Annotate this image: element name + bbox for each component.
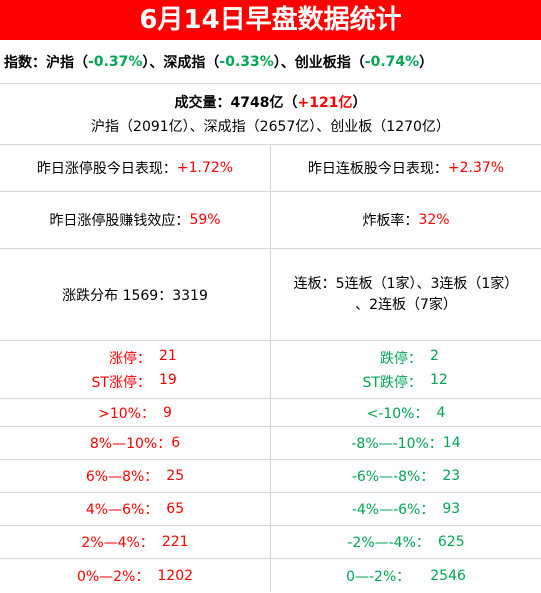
profit-row: 昨日涨停股赚钱效应： 59% 炸板率： 32% [0, 192, 541, 249]
volume-line: 成交量：4748亿（+121亿） [175, 92, 367, 112]
volume-cell: 成交量：4748亿（+121亿） 沪指（2091亿）、深成指（2657亿）、创业… [0, 84, 541, 144]
dist-up-label: 8%—10%： [89, 436, 172, 452]
break-rate-label: 炸板率： [362, 213, 419, 229]
limit-up-performance-value: +1.72% [176, 160, 234, 176]
index-prefix: 指数： [4, 54, 46, 71]
st-limit-up-value: 19 [159, 371, 177, 388]
rise-fall-distribution: 涨跌分布 1569：3319 [62, 287, 208, 304]
dist-up-label: 6%—8%： [85, 469, 159, 485]
distribution-row: 涨跌分布 1569：3319 连板：5连板（1家）、3连板（1家） 、2连板（7… [0, 249, 541, 341]
consecutive-performance-label: 昨日连板股今日表现： [307, 161, 448, 177]
dist-down-cell: <-10%： 4 [270, 399, 541, 426]
dist-up-value: 6 [171, 435, 181, 451]
st-limit-up-label: ST涨停： [91, 374, 151, 391]
profit-effect-value: 59% [189, 212, 221, 228]
dist-row: 4%—6%： 65 -4%—-6%： 93 [0, 493, 541, 526]
dist-down-value: 4 [436, 404, 446, 421]
limit-down-label: 跌停： [380, 350, 422, 367]
dist-up-value: 25 [166, 468, 185, 484]
consecutive-boards: 连板：5连板（1家）、3连板（1家） 、2连板（7家） [270, 249, 541, 340]
dist-down-cell: -8%—-10%： 14 [270, 427, 541, 459]
dist-up-cell: >10%： 9 [0, 399, 270, 426]
dist-down-value: 23 [442, 468, 461, 484]
dist-down-cell: 0—-2%： 2546 [270, 559, 541, 592]
dist-row: >10%： 9 <-10%： 4 [0, 399, 541, 427]
dist-row: 0%—2%： 1202 0—-2%： 2546 [0, 559, 541, 592]
cy-value: -0.74% [364, 53, 420, 70]
limit-up-value: 21 [159, 347, 177, 364]
dist-down-cell: -2%—-4%： 625 [270, 526, 541, 558]
dist-row: 6%—8%： 25 -6%—-8%： 23 [0, 460, 541, 493]
volume-row: 成交量：4748亿（+121亿） 沪指（2091亿）、深成指（2657亿）、创业… [0, 84, 541, 145]
limit-row: 涨停： 21 ST涨停： 19 跌停： 2 ST跌停： 12 [0, 341, 541, 399]
consecutive-performance: 昨日连板股今日表现： +2.37% [270, 145, 541, 191]
st-limit-down-value: 12 [430, 371, 448, 388]
dist-down-value: 14 [442, 435, 461, 451]
cy-close: ） [419, 54, 434, 71]
limit-up: 涨停： 21 [71, 348, 199, 368]
consecutive-boards-line2: 、2连板（7家） [355, 296, 457, 313]
dist-up-label: 0%—2%： [76, 568, 150, 585]
dist-down-label: -2%—-4%： [347, 535, 430, 551]
dist-down-label: -4%—-6%： [351, 502, 435, 518]
dist-row: 2%—4%： 221 -2%—-4%： 625 [0, 526, 541, 559]
dist-down-value: 93 [442, 501, 461, 517]
dist-row: 8%—10%： 6 -8%—-10%： 14 [0, 427, 541, 460]
dist-down-label: -8%—-10%： [351, 436, 443, 452]
sz-label: 深成指（ [163, 54, 220, 71]
dist-up-value: 1202 [157, 567, 194, 584]
consecutive-performance-value: +2.37% [447, 160, 505, 176]
dist-up-cell: 8%—10%： 6 [0, 427, 270, 459]
dist-up-cell: 0%—2%： 1202 [0, 559, 270, 592]
profit-effect-label: 昨日涨停股赚钱效应： [49, 213, 190, 229]
dist-up-label: >10%： [98, 405, 155, 422]
dist-up-value: 221 [161, 534, 189, 550]
page-title: 6月14日早盘数据统计 [0, 0, 541, 40]
index-row: 指数： 沪指（ -0.37% ）、 深成指（ -0.33% ）、 创业板指（ -… [0, 40, 541, 84]
index-line: 指数： 沪指（ -0.37% ）、 深成指（ -0.33% ）、 创业板指（ -… [0, 40, 433, 83]
volume-label: 成交量：4748亿（ [174, 95, 298, 111]
limit-up-cell: 涨停： 21 ST涨停： 19 [0, 341, 270, 398]
performance-row: 昨日涨停股今日表现： +1.72% 昨日连板股今日表现： +2.37% [0, 145, 541, 192]
limit-up-performance: 昨日涨停股今日表现： +1.72% [0, 145, 270, 191]
dist-down-value: 2546 [430, 567, 466, 584]
profit-effect: 昨日涨停股赚钱效应： 59% [0, 192, 270, 248]
dist-up-value: 65 [166, 501, 185, 517]
dist-down-cell: -6%—-8%： 23 [270, 460, 541, 492]
cy-label: 创业板指（ [294, 54, 365, 71]
dist-up-cell: 6%—8%： 25 [0, 460, 270, 492]
limit-up-label: 涨停： [109, 350, 151, 367]
st-limit-down: ST跌停： 12 [342, 372, 470, 392]
sh-value: -0.37% [88, 53, 143, 70]
dist-up-value: 9 [162, 404, 172, 421]
sh-close: ）、 [142, 54, 164, 71]
limit-down: 跌停： 2 [342, 348, 470, 368]
sh-label: 沪指（ [46, 54, 88, 71]
sz-value: -0.33% [219, 53, 274, 70]
dist-up-label: 4%—6%： [85, 502, 159, 518]
consecutive-boards-line1: 连板：5连板（1家）、3连板（1家） [293, 275, 519, 292]
sz-close: ）、 [273, 54, 295, 71]
dist-down-label: 0—-2%： [346, 568, 411, 585]
limit-up-performance-label: 昨日涨停股今日表现： [36, 161, 177, 177]
dist-up-cell: 2%—4%： 221 [0, 526, 270, 558]
dist-down-cell: -4%—-6%： 93 [270, 493, 541, 525]
break-rate-value: 32% [418, 212, 450, 228]
break-rate: 炸板率： 32% [270, 192, 541, 248]
dist-down-label: -6%—-8%： [351, 469, 435, 485]
dist-down-value: 625 [437, 534, 465, 550]
limit-down-cell: 跌停： 2 ST跌停： 12 [270, 341, 541, 398]
volume-change: +121亿 [297, 95, 353, 111]
st-limit-up: ST涨停： 19 [71, 372, 199, 392]
volume-detail: 沪指（2091亿）、深成指（2657亿）、创业板（1270亿） [91, 119, 450, 135]
dist-up-label: 2%—4%： [81, 535, 154, 551]
dist-up-cell: 4%—6%： 65 [0, 493, 270, 525]
volume-close: ） [352, 95, 367, 111]
st-limit-down-label: ST跌停： [362, 374, 422, 391]
dist-down-label: <-10%： [366, 405, 429, 422]
limit-down-value: 2 [430, 347, 439, 364]
